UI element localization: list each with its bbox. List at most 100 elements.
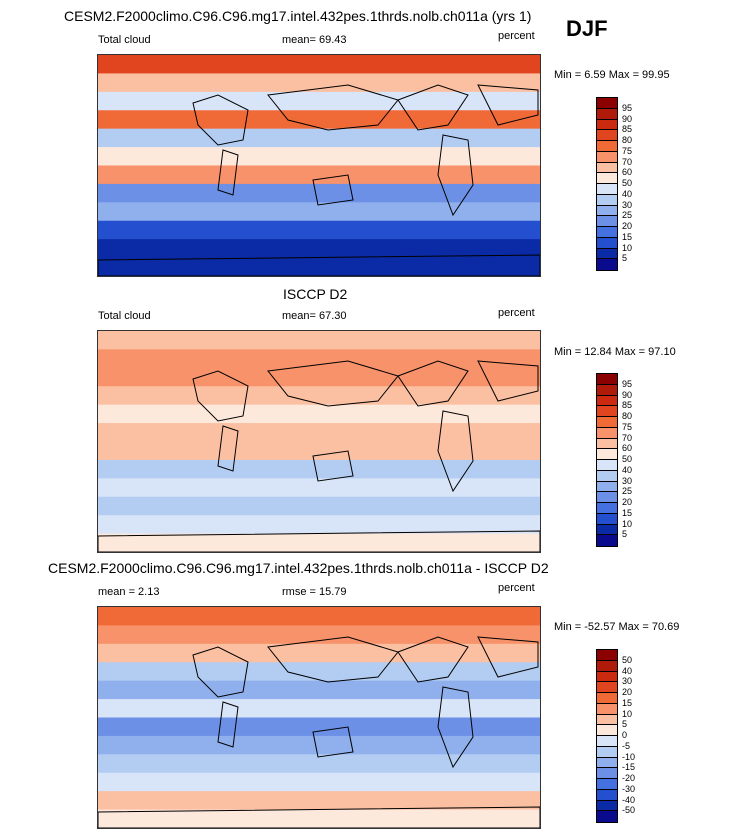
field-zone bbox=[98, 662, 540, 682]
coastline bbox=[437, 686, 474, 769]
panel-1-field bbox=[98, 55, 540, 276]
colorbar-swatch bbox=[597, 481, 617, 493]
coastline bbox=[397, 84, 469, 131]
colorbar-swatch bbox=[597, 162, 617, 174]
colorbar-tick-label: 20 bbox=[622, 687, 633, 697]
field-zone bbox=[98, 331, 540, 350]
colorbar-tick-label: 95 bbox=[622, 102, 633, 113]
panel-1-left-label: Total cloud bbox=[98, 34, 151, 46]
panel-2-center-label: mean= 67.30 bbox=[282, 310, 347, 322]
colorbar-swatch bbox=[597, 789, 617, 801]
panel-1-minmax: Min = 6.59 Max = 99.95 bbox=[554, 69, 670, 81]
coastline bbox=[217, 701, 239, 748]
colorbar-tick-label: 75 bbox=[622, 421, 633, 432]
colorbar-swatch bbox=[597, 449, 617, 460]
field-zone bbox=[98, 791, 540, 811]
colorbar-tick-label: 15 bbox=[622, 507, 633, 518]
colorbar-swatch bbox=[597, 800, 617, 812]
colorbar-tick-label: -20 bbox=[622, 773, 636, 783]
colorbar-tick-label: 70 bbox=[622, 432, 633, 443]
season-label: DJF bbox=[566, 16, 608, 41]
colorbar-swatch bbox=[597, 768, 617, 779]
coastline bbox=[437, 410, 474, 493]
colorbar-swatch bbox=[597, 259, 617, 270]
colorbar-tick-label: 50 bbox=[622, 454, 633, 464]
colorbar-tick-label: -50 bbox=[622, 805, 636, 816]
colorbar-swatch bbox=[597, 671, 617, 683]
panel-2-title: ISCCP D2 bbox=[283, 286, 348, 302]
colorbar-tick-label: 60 bbox=[622, 443, 633, 454]
colorbar-tick-label: 0 bbox=[622, 730, 628, 740]
colorbar-tick-label: 90 bbox=[622, 389, 633, 400]
colorbar-swatch bbox=[597, 119, 617, 131]
field-zone bbox=[98, 183, 540, 203]
panel-3-minmax: Min = -52.57 Max = 70.69 bbox=[554, 621, 680, 633]
colorbar-tick-label: 5 bbox=[622, 253, 628, 264]
coastline bbox=[267, 84, 399, 131]
colorbar-tick-label: 50 bbox=[622, 178, 633, 188]
coastline bbox=[217, 149, 239, 196]
colorbar-tick-label: 80 bbox=[622, 411, 633, 421]
colorbar-tick-label: -30 bbox=[622, 783, 636, 794]
field-zone bbox=[98, 202, 540, 222]
coastline bbox=[267, 636, 399, 683]
field-zone bbox=[98, 607, 540, 626]
field-zone bbox=[98, 73, 540, 93]
panel-2-field bbox=[98, 331, 540, 552]
colorbar-tick-label: 90 bbox=[622, 113, 633, 124]
coastline bbox=[192, 370, 249, 422]
colorbar-tick-label: 80 bbox=[622, 135, 633, 145]
colorbar-swatch bbox=[597, 384, 617, 396]
colorbar-swatch bbox=[597, 141, 617, 152]
colorbar-tick-label: 95 bbox=[622, 378, 633, 389]
panel-3-title: CESM2.F2000climo.C96.C96.mg17.intel.432p… bbox=[48, 560, 549, 576]
colorbar-tick-label: -40 bbox=[622, 794, 636, 805]
field-zone bbox=[98, 91, 540, 111]
field-zone bbox=[98, 680, 540, 700]
field-zone bbox=[98, 239, 540, 259]
field-zone bbox=[98, 367, 540, 387]
field-zone bbox=[98, 128, 540, 148]
colorbar-swatch bbox=[597, 535, 617, 546]
colorbar-swatch bbox=[597, 184, 617, 195]
colorbar-swatch bbox=[597, 438, 617, 450]
coastline bbox=[267, 360, 399, 407]
field-zone bbox=[98, 625, 540, 645]
colorbar-swatch bbox=[597, 650, 617, 661]
colorbar-tick-label: 10 bbox=[622, 242, 633, 253]
colorbar-swatch bbox=[597, 130, 617, 141]
coastline bbox=[98, 806, 540, 828]
panel-1-right-label: percent bbox=[498, 30, 535, 42]
colorbar-swatch bbox=[597, 406, 617, 417]
colorbar-tick-label: 40 bbox=[622, 665, 633, 676]
colorbar-swatch bbox=[597, 492, 617, 503]
panel-3-colorbar bbox=[596, 649, 618, 823]
panel-3-right-label: percent bbox=[498, 582, 535, 594]
coastline bbox=[192, 646, 249, 698]
field-zone bbox=[98, 699, 540, 718]
colorbar-swatch bbox=[597, 682, 617, 693]
field-zone bbox=[98, 496, 540, 516]
colorbar-swatch bbox=[597, 811, 617, 822]
colorbar-tick-label: 5 bbox=[622, 719, 628, 730]
colorbar-tick-label: 10 bbox=[622, 518, 633, 529]
field-zone bbox=[98, 110, 540, 130]
colorbar-tick-label: 75 bbox=[622, 145, 633, 156]
field-zone bbox=[98, 478, 540, 498]
coastline bbox=[397, 636, 469, 683]
field-zone bbox=[98, 515, 540, 535]
colorbar-swatch bbox=[597, 779, 617, 790]
colorbar-swatch bbox=[597, 374, 617, 385]
panel-2-minmax: Min = 12.84 Max = 97.10 bbox=[554, 346, 676, 358]
colorbar-swatch bbox=[597, 395, 617, 407]
coastline bbox=[437, 134, 474, 217]
field-zone bbox=[98, 441, 540, 461]
colorbar-tick-label: -15 bbox=[622, 762, 636, 773]
panel-1-title: CESM2.F2000climo.C96.C96.mg17.intel.432p… bbox=[64, 8, 532, 24]
coastline bbox=[312, 726, 354, 758]
colorbar-swatch bbox=[597, 736, 617, 747]
coastline bbox=[98, 530, 540, 552]
field-zone bbox=[98, 533, 540, 552]
panel-1-map bbox=[97, 54, 541, 277]
coastline bbox=[312, 174, 354, 206]
